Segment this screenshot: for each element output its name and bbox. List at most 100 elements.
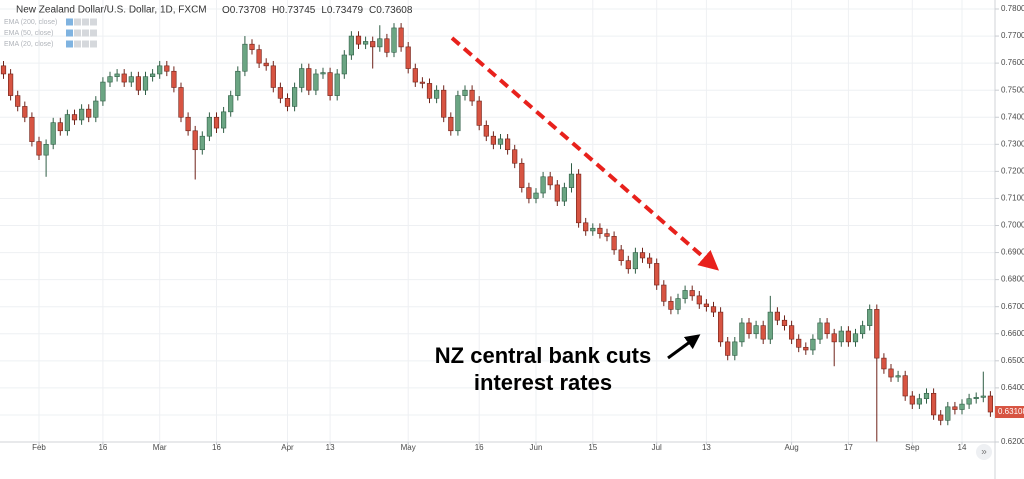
candle-body — [22, 106, 28, 118]
candle-body — [874, 309, 880, 359]
x-tick-label: Jun — [530, 443, 543, 452]
x-tick-label: 16 — [475, 443, 484, 452]
indicator-button — [74, 18, 81, 26]
candle-body — [192, 130, 198, 151]
candle-body — [157, 65, 163, 75]
candle-body — [384, 38, 390, 53]
candle-body — [867, 309, 873, 326]
ohlc-key: C — [369, 5, 376, 16]
candle-body — [441, 89, 447, 118]
candle-body — [142, 76, 149, 91]
candle-body — [547, 176, 553, 186]
candle-body — [945, 406, 951, 421]
candle-body — [43, 144, 49, 156]
candle-body — [859, 325, 866, 335]
grid — [0, 0, 995, 443]
candle-body — [512, 149, 518, 164]
candle-body — [568, 173, 575, 188]
candle-body — [150, 73, 156, 77]
x-tick-label: 17 — [844, 443, 853, 452]
candle-body — [746, 322, 752, 335]
candle-body — [916, 398, 922, 405]
trend-arrow — [450, 36, 720, 271]
candle-body — [355, 35, 362, 45]
annotation-arrow — [667, 334, 701, 360]
candle-body — [114, 73, 120, 77]
candle-body — [341, 54, 347, 75]
candle-body — [476, 100, 482, 126]
candle-body — [419, 81, 426, 84]
candle-body — [561, 187, 567, 202]
candle-body — [448, 116, 454, 132]
x-tick-label: Mar — [153, 443, 167, 452]
candle-body — [0, 65, 7, 75]
candle-body — [469, 89, 475, 102]
x-tick-label: Sep — [905, 443, 920, 452]
candle-body — [79, 108, 85, 121]
candle-body — [987, 395, 993, 413]
scroll-button[interactable] — [976, 444, 992, 460]
ohlc-value: 0.73608 — [376, 5, 413, 16]
candle-body — [462, 89, 468, 96]
candle-body — [86, 108, 92, 118]
candle-body — [923, 392, 930, 400]
candle-body — [29, 116, 35, 142]
candle-body — [938, 414, 944, 421]
x-tick-label: 15 — [588, 443, 597, 452]
candle-body — [504, 138, 511, 151]
candle-body — [696, 295, 702, 305]
candle-body — [185, 116, 191, 132]
ohlc-value: 0.73708 — [230, 5, 267, 16]
candle-body — [597, 227, 603, 234]
candle-body — [213, 116, 220, 129]
indicator-button — [90, 18, 97, 26]
candle-body — [199, 135, 205, 151]
candle-body — [426, 83, 433, 99]
indicator-label: EMA (50, close) — [4, 30, 53, 37]
candle-body — [50, 122, 56, 145]
candle-body — [774, 311, 780, 321]
candle-body — [171, 70, 177, 88]
candle-body — [760, 325, 766, 340]
candle-body — [519, 162, 525, 188]
x-tick-label: 13 — [702, 443, 711, 452]
candle-body — [788, 325, 795, 340]
indicator-button — [74, 29, 81, 37]
scroll-icon[interactable]: » — [981, 447, 987, 458]
candle-body — [966, 398, 972, 405]
x-tick-label: Apr — [281, 443, 294, 452]
candle-body — [881, 357, 887, 370]
candle-body — [228, 95, 234, 113]
y-tick-label: 0.62000 — [1001, 437, 1024, 446]
candle-body — [93, 100, 99, 118]
candle-body — [689, 290, 695, 297]
candle-body — [405, 46, 411, 69]
candle-body — [270, 65, 276, 88]
candle-body — [57, 122, 63, 132]
candle-body — [391, 27, 397, 53]
candle-body — [370, 41, 376, 48]
x-tick-label: May — [401, 443, 416, 452]
candle-body — [334, 73, 340, 96]
candle-body — [320, 72, 326, 75]
indicator-button — [74, 40, 81, 48]
candle-body — [377, 38, 383, 48]
candle-body — [902, 375, 908, 397]
candle-body — [632, 252, 638, 270]
candle-body — [242, 43, 248, 72]
candle-body — [625, 260, 631, 270]
candle-body — [235, 70, 241, 96]
candle-body — [852, 333, 859, 343]
candle-body — [639, 252, 646, 259]
candle-body — [682, 290, 688, 299]
last-price-label: 0.63108 — [998, 407, 1024, 416]
candle-body — [100, 81, 106, 102]
